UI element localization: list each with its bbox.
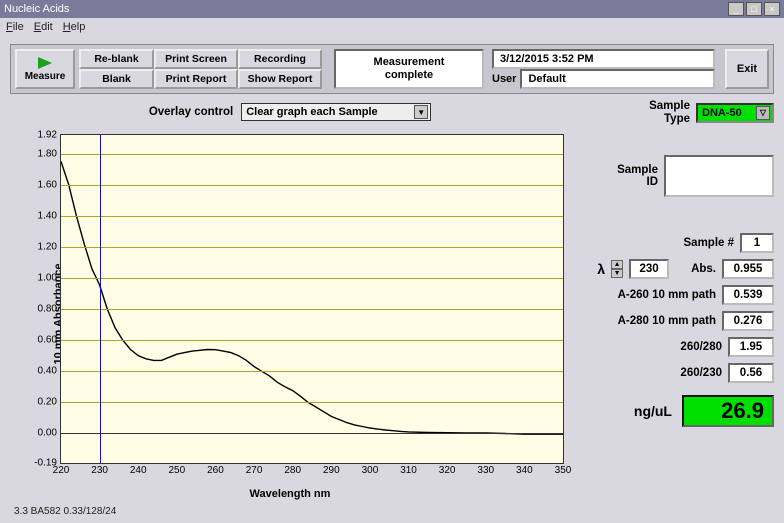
r260-280-label: 260/280 [680,341,722,353]
y-tick: 0.60 [27,335,61,346]
sample-type-dropdown[interactable]: DNA-50 ▽ [696,103,774,123]
play-icon [38,57,52,69]
recording-button[interactable]: Recording [238,49,322,69]
print-screen-button[interactable]: Print Screen [154,49,238,69]
measurement-status: Measurement complete [334,49,484,89]
reblank-button[interactable]: Re-blank [79,49,154,69]
spectrum-plot[interactable]: -0.190.000.200.400.600.801.001.201.401.6… [60,134,564,464]
titlebar: Nucleic Acids _ □ × [0,0,784,18]
y-tick: 1.20 [27,241,61,252]
a260-label: A-260 10 mm path [618,289,716,301]
lambda-label: λ [597,261,605,277]
measure-label: Measure [25,71,66,82]
user-label: User [492,73,516,85]
overlay-label: Overlay control [149,106,233,118]
measure-button[interactable]: Measure [15,49,75,89]
abs-field: 0.955 [722,259,774,279]
user-field[interactable]: Default [520,69,715,89]
y-tick: 0.20 [27,397,61,408]
a280-label: A-280 10 mm path [618,315,716,327]
y-tick: 0.00 [27,428,61,439]
blank-button[interactable]: Blank [79,69,154,89]
x-tick: 230 [91,463,108,476]
y-tick: 1.60 [27,179,61,190]
chevron-down-icon: ▽ [756,106,770,120]
lambda-stepper[interactable]: ▲ ▼ [611,260,623,278]
sample-type-label: Sample Type [649,100,690,125]
sample-num-field: 1 [740,233,774,253]
cursor-line[interactable] [100,135,101,463]
version-text: 3.3 BA582 0.33/128/24 [10,506,570,517]
x-tick: 330 [477,463,494,476]
status-line2: complete [385,69,433,82]
nguL-value: 26.9 [682,395,774,427]
overlay-selected: Clear graph each Sample [246,106,377,118]
status-line1: Measurement [374,56,445,69]
y-tick: 1.40 [27,210,61,221]
x-axis-label: Wavelength nm [250,488,331,500]
x-tick: 260 [207,463,224,476]
datetime-field: 3/12/2015 3:52 PM [492,49,715,69]
x-tick: 240 [130,463,147,476]
window-title: Nucleic Acids [4,3,69,15]
lambda-field[interactable]: 230 [629,259,669,279]
r260-230-field: 0.56 [728,363,774,383]
overlay-dropdown[interactable]: Clear graph each Sample ▼ [241,103,431,121]
sample-id-input[interactable] [664,155,774,197]
a260-field: 0.539 [722,285,774,305]
exit-button[interactable]: Exit [725,49,769,89]
sample-type-value: DNA-50 [702,107,742,119]
x-tick: 310 [400,463,417,476]
sample-num-label: Sample # [684,237,735,249]
nguL-label: ng/uL [634,403,672,419]
y-tick: 1.92 [27,130,61,141]
lambda-down-icon[interactable]: ▼ [611,269,623,278]
x-tick: 250 [169,463,186,476]
toolbar: Measure Re-blank Print Screen Recording … [0,36,784,100]
show-report-button[interactable]: Show Report [238,69,322,89]
menu-file[interactable]: File [6,21,24,33]
close-icon[interactable]: × [764,2,780,16]
x-tick: 290 [323,463,340,476]
abs-label: Abs. [691,263,716,275]
x-tick: 350 [555,463,572,476]
print-report-button[interactable]: Print Report [154,69,238,89]
y-tick: 1.80 [27,148,61,159]
minimize-icon[interactable]: _ [728,2,744,16]
sample-id-label: Sample ID [617,164,658,189]
r260-280-field: 1.95 [728,337,774,357]
x-tick: 320 [439,463,456,476]
x-tick: 340 [516,463,533,476]
menu-help[interactable]: Help [63,21,86,33]
y-tick: 0.80 [27,304,61,315]
x-tick: 270 [246,463,263,476]
menubar: File Edit Help [0,18,784,36]
x-tick: 300 [362,463,379,476]
lambda-up-icon[interactable]: ▲ [611,260,623,269]
y-tick: 1.00 [27,273,61,284]
menu-edit[interactable]: Edit [34,21,53,33]
a280-field: 0.276 [722,311,774,331]
x-tick: 280 [284,463,301,476]
r260-230-label: 260/230 [680,367,722,379]
y-tick: 0.40 [27,366,61,377]
chevron-down-icon: ▼ [414,105,428,119]
maximize-icon[interactable]: □ [746,2,762,16]
x-tick: 220 [53,463,70,476]
